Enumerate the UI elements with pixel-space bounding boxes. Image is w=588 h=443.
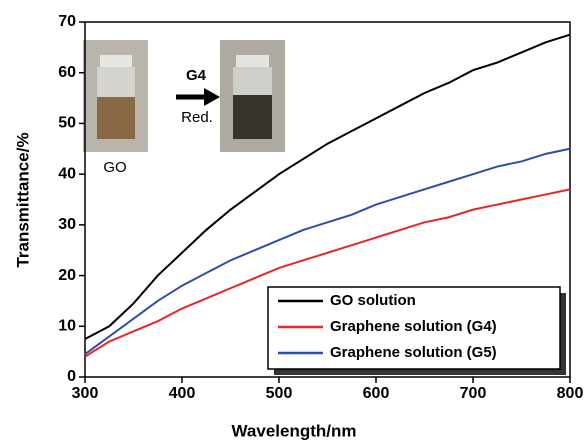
y-tick-label: 40 <box>58 165 76 182</box>
x-tick-label: 700 <box>460 385 487 402</box>
vial-top <box>233 67 272 95</box>
vial-cap <box>100 55 132 67</box>
inset: GO G4 Red. <box>83 40 285 176</box>
legend-label: GO solution <box>330 292 416 309</box>
vial-cap <box>236 55 269 67</box>
y-tick-label: 20 <box>58 267 76 284</box>
inset-label: Red. <box>181 109 213 126</box>
x-tick-label: 300 <box>72 385 99 402</box>
x-tick-label: 800 <box>557 385 584 402</box>
y-tick-label: 60 <box>58 64 76 81</box>
arrow-head <box>204 88 220 106</box>
x-tick-label: 500 <box>266 385 293 402</box>
y-tick-label: 0 <box>67 368 76 385</box>
x-tick-label: 400 <box>169 385 196 402</box>
x-axis-label: Wavelength/nm <box>232 421 357 440</box>
y-tick-label: 30 <box>58 216 76 233</box>
legend-label: Graphene solution (G5) <box>330 344 497 361</box>
y-tick-label: 70 <box>58 13 76 30</box>
x-tick-label: 600 <box>363 385 390 402</box>
legend-label: Graphene solution (G4) <box>330 318 497 335</box>
chart: GO G4 Red. Wavelength/nm Transmittance/%… <box>0 0 588 443</box>
vial-top <box>97 67 135 97</box>
inset-label: G4 <box>186 67 207 84</box>
y-tick-label: 50 <box>58 115 76 132</box>
vial-liquid <box>97 97 135 139</box>
vial-liquid <box>233 95 272 139</box>
y-tick-label: 10 <box>58 318 76 335</box>
inset-label: GO <box>103 159 126 176</box>
y-axis-label: Transmittance/% <box>13 132 32 267</box>
